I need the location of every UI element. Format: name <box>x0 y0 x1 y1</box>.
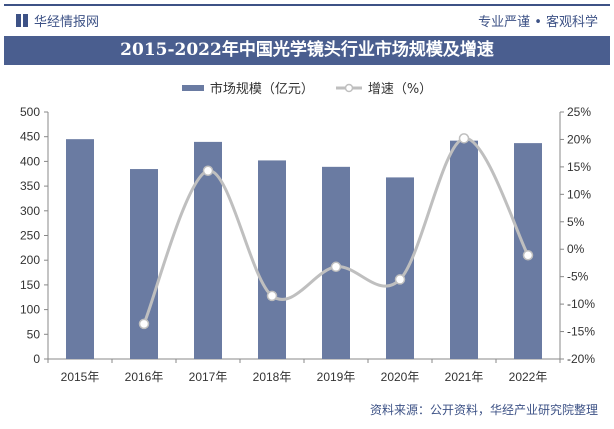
legend-item-line: 增速（%） <box>335 78 433 97</box>
x-tick-label: 2022年 <box>509 370 548 384</box>
x-tick-label: 2021年 <box>445 370 484 384</box>
growth-point <box>266 290 278 302</box>
bar <box>66 139 94 359</box>
x-tick-label: 2017年 <box>189 370 228 384</box>
bar <box>258 160 286 359</box>
left-tick-label: 350 <box>20 179 40 193</box>
left-tick-label: 100 <box>20 303 40 317</box>
x-tick-label: 2019年 <box>317 370 356 384</box>
brand-logo-icon <box>16 14 28 27</box>
right-tick-label: -20% <box>567 352 595 366</box>
right-tick-label: -5% <box>567 270 589 284</box>
left-tick-label: 300 <box>20 204 40 218</box>
growth-point <box>202 165 214 176</box>
x-tick-label: 2016年 <box>125 370 164 384</box>
bar <box>450 140 478 359</box>
legend-label: 市场规模（亿元） <box>209 82 314 97</box>
bar-swatch-icon <box>181 84 204 91</box>
right-tick-label: 10% <box>567 187 591 201</box>
left-tick-label: 50 <box>27 327 41 341</box>
legend-item-bar: 市场规模（亿元） <box>181 78 314 97</box>
left-tick-label: 150 <box>20 278 40 292</box>
growth-point <box>458 133 470 144</box>
growth-point <box>138 318 150 330</box>
brand: 华经情报网 <box>16 11 99 30</box>
growth-point <box>522 250 534 261</box>
left-tick-label: 0 <box>33 352 40 366</box>
slogan: 专业严谨 • 客观科学 <box>478 15 598 30</box>
right-tick-label: -15% <box>567 325 595 339</box>
right-tick-label: 0% <box>567 242 585 256</box>
x-tick-label: 2020年 <box>381 370 420 384</box>
legend: 市场规模（亿元） 增速（%） <box>0 78 614 97</box>
bar <box>386 177 414 359</box>
source-note: 资料来源：公开资料，华经产业研究院整理 <box>369 403 598 417</box>
right-tick-label: 15% <box>567 160 591 174</box>
left-tick-label: 450 <box>20 130 40 144</box>
x-tick-label: 2015年 <box>61 370 100 384</box>
left-tick-label: 400 <box>20 154 40 168</box>
top-rule <box>4 4 610 6</box>
left-tick-label: 500 <box>20 105 40 119</box>
right-tick-label: 25% <box>567 105 591 119</box>
growth-point <box>394 274 406 285</box>
right-tick-label: 5% <box>567 215 585 229</box>
growth-point <box>330 261 342 273</box>
chart-title: 2015-2022年中国光学镜头行业市场规模及增速 <box>4 36 610 65</box>
legend-label: 增速（%） <box>367 82 433 97</box>
right-tick-label: -10% <box>567 297 595 311</box>
left-tick-label: 250 <box>20 229 40 243</box>
brand-name: 华经情报网 <box>34 15 100 30</box>
line-swatch-icon <box>335 83 362 92</box>
bar <box>130 169 158 359</box>
x-tick-label: 2018年 <box>253 370 292 384</box>
left-tick-label: 200 <box>20 253 40 267</box>
right-tick-label: 20% <box>567 132 591 146</box>
